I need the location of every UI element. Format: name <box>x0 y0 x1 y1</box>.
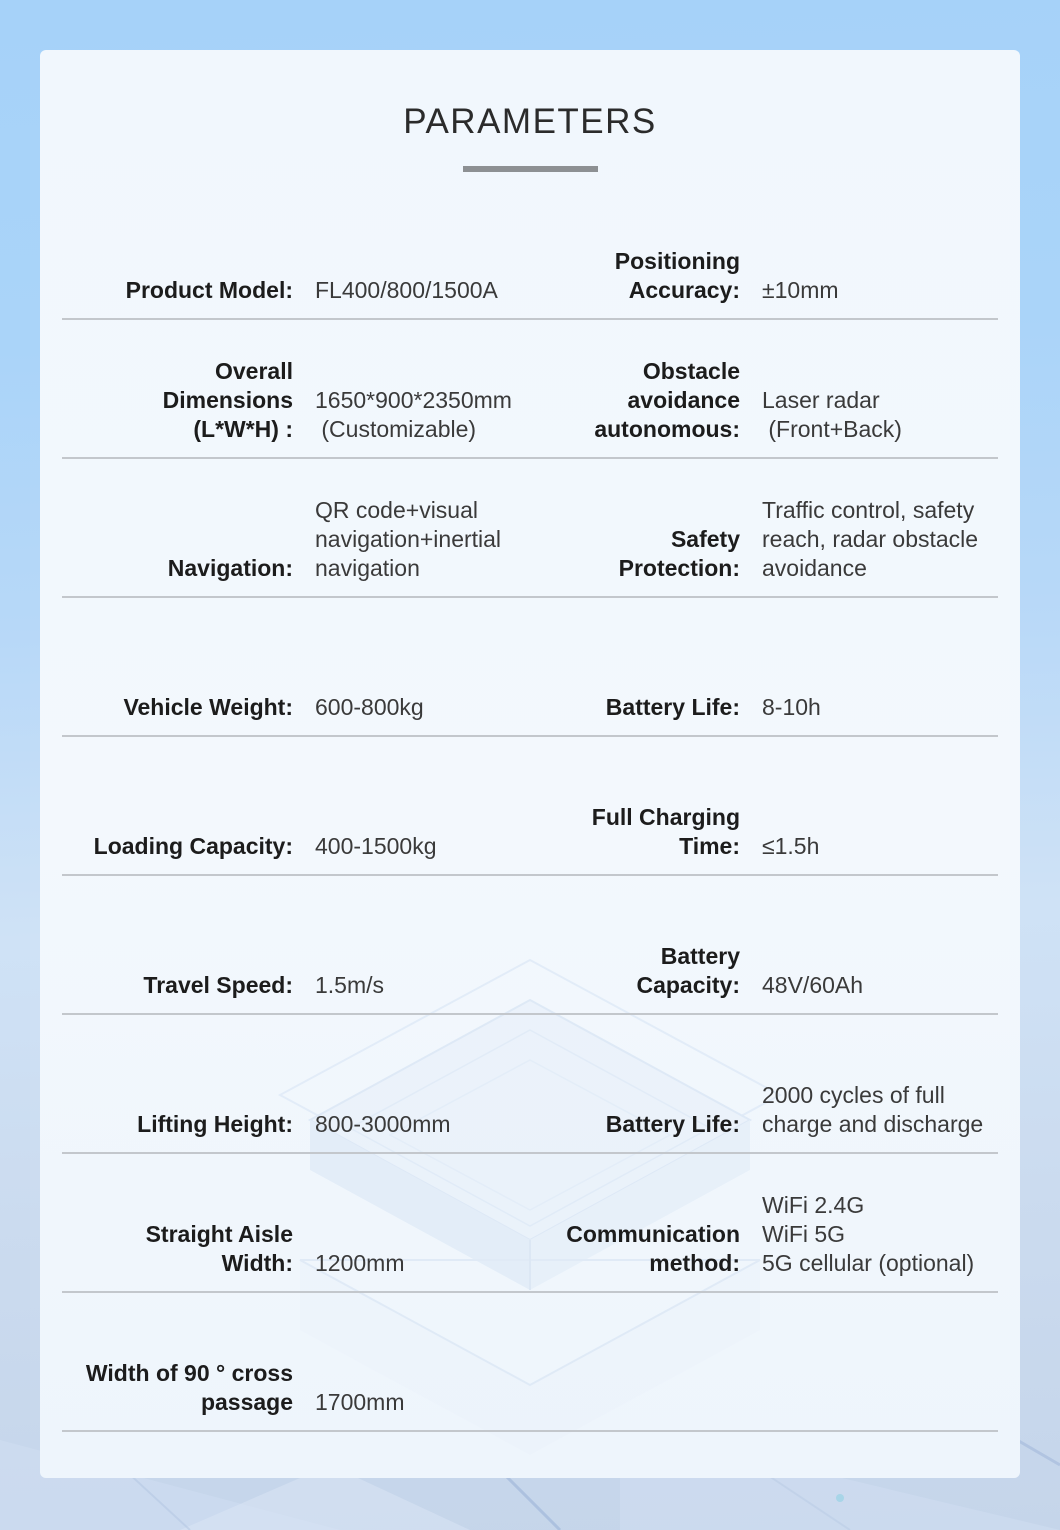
title-block: PARAMETERS <box>62 50 998 181</box>
spec-value: ≤1.5h <box>762 833 820 859</box>
spec-label: Full Charging Time: <box>591 804 740 859</box>
spec-label: Obstacle avoidance autonomous: <box>594 358 740 442</box>
spec-label: Battery Life: <box>605 1111 740 1137</box>
spec-value: 600-800kg <box>315 694 424 720</box>
table-row: Straight Aisle Width: 1200mm Communicati… <box>62 1154 998 1293</box>
spec-label: Vehicle Weight: <box>123 694 293 720</box>
table-row: Loading Capacity: 400-1500kg Full Chargi… <box>62 737 998 876</box>
spec-value: 1700mm <box>315 1389 405 1415</box>
table-row: Width of 90 ° cross passage 1700mm <box>62 1293 998 1432</box>
table-row: Travel Speed: 1.5m/s Battery Capacity: 4… <box>62 876 998 1015</box>
table-row: Lifting Height: 800-3000mm Battery Life:… <box>62 1015 998 1154</box>
title-underline <box>462 166 598 172</box>
spec-value: QR code+visual navigation+inertial navig… <box>315 497 502 581</box>
spec-label: Battery Capacity: <box>636 943 740 998</box>
spec-value: 48V/60Ah <box>762 972 864 998</box>
table-row: Overall Dimensions (L*W*H) : 1650*900*23… <box>62 320 998 459</box>
spec-label: Loading Capacity: <box>93 833 293 859</box>
spec-value: 400-1500kg <box>315 833 437 859</box>
spec-label: Lifting Height: <box>137 1111 293 1137</box>
spec-label: Positioning Accuracy: <box>614 248 740 303</box>
spec-value: ±10mm <box>762 277 839 303</box>
spec-value: FL400/800/1500A <box>315 277 498 303</box>
spec-value: 1.5m/s <box>315 972 385 998</box>
table-row: Vehicle Weight: 600-800kg Battery Life: … <box>62 598 998 737</box>
spec-label: Communication method: <box>566 1221 740 1276</box>
spec-value: Laser radar (Front+Back) <box>762 387 902 442</box>
spec-label: Overall Dimensions (L*W*H) : <box>162 358 293 442</box>
spec-label: Battery Life: <box>605 694 740 720</box>
spec-value: WiFi 2.4G WiFi 5G 5G cellular (optional) <box>762 1192 975 1276</box>
table-row: Navigation: QR code+visual navigation+in… <box>62 459 998 598</box>
spec-label: Safety Protection: <box>618 526 740 581</box>
spec-label: Straight Aisle Width: <box>145 1221 293 1276</box>
spec-value: Traffic control, safety reach, radar obs… <box>762 497 979 581</box>
parameters-table: Product Model: FL400/800/1500A Positioni… <box>62 181 998 1432</box>
spec-value: 8-10h <box>762 694 821 720</box>
spec-value: 2000 cycles of full charge and discharge <box>762 1082 984 1137</box>
spec-label: Navigation: <box>167 555 293 581</box>
spec-value: 800-3000mm <box>315 1111 451 1137</box>
spec-label: Product Model: <box>125 277 293 303</box>
page-title: PARAMETERS <box>403 102 657 141</box>
spec-label: Travel Speed: <box>143 972 293 998</box>
spec-value: 1200mm <box>315 1250 405 1276</box>
spec-value: 1650*900*2350mm (Customizable) <box>315 387 512 442</box>
spec-label: Width of 90 ° cross passage <box>85 1360 293 1415</box>
table-row: Product Model: FL400/800/1500A Positioni… <box>62 181 998 320</box>
parameters-card: PARAMETERS Product Model: FL400/800/1500… <box>40 50 1020 1478</box>
